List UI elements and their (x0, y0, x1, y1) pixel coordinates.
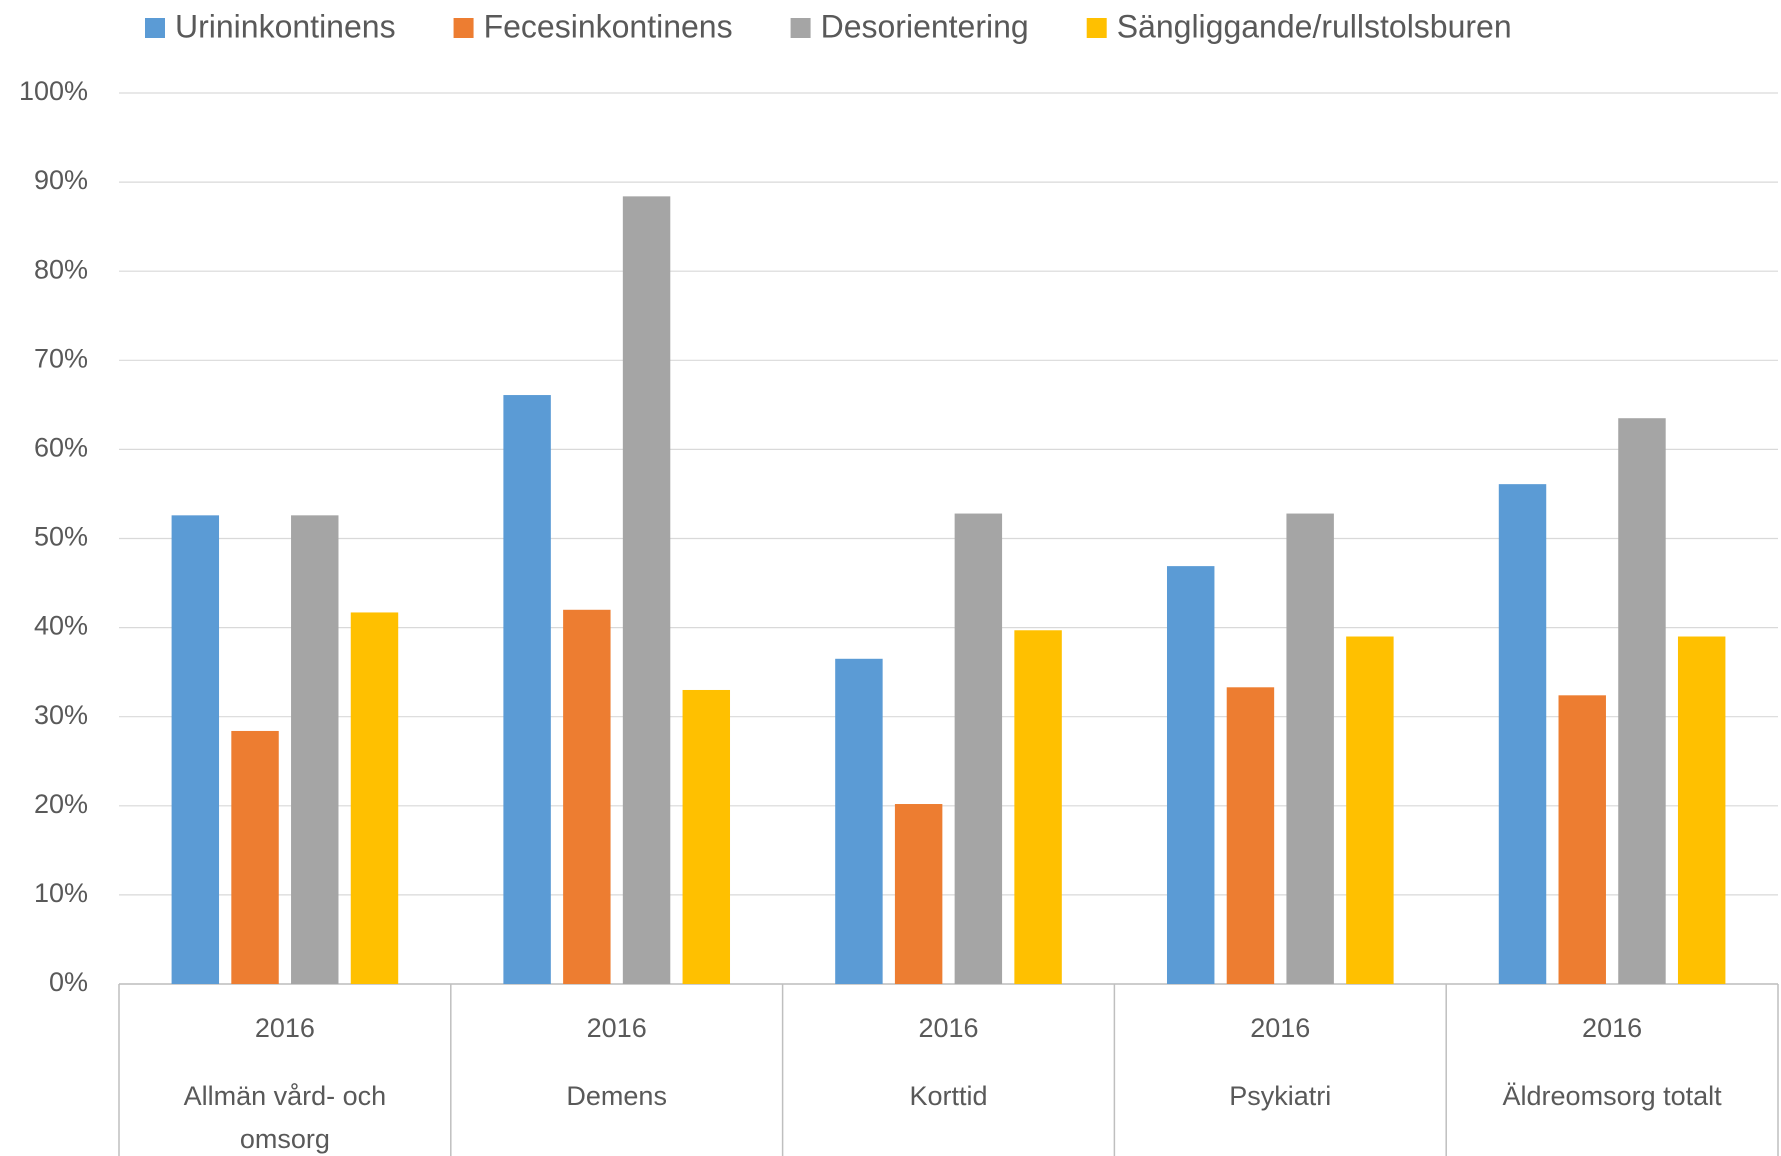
y-tick-label: 0% (49, 967, 88, 997)
bar (1286, 513, 1334, 984)
category-label-box: Allmän vård- och omsorg (183, 1081, 387, 1154)
bar (894, 804, 943, 984)
bar (835, 658, 883, 984)
legend-swatch (145, 18, 165, 38)
year-label: 2016 (587, 1013, 647, 1043)
bar (503, 395, 551, 984)
bar (622, 196, 671, 984)
legend-swatch (1086, 18, 1107, 38)
bar (291, 515, 339, 984)
bar (954, 513, 1003, 984)
year-label: 2016 (1582, 1013, 1642, 1043)
category-label-box: Korttid (909, 1081, 988, 1111)
y-tick-label: 60% (34, 433, 88, 463)
legend-label: Fecesinkontinens (484, 8, 733, 44)
legend-label: Urininkontinens (175, 8, 396, 44)
bar (231, 730, 279, 984)
bar (1226, 687, 1275, 984)
legend-label: Desorientering (821, 8, 1029, 44)
bar (1677, 636, 1726, 984)
category-label: Psykiatri (1229, 1081, 1332, 1111)
legend-swatch (790, 18, 811, 38)
y-tick-label: 10% (34, 878, 88, 908)
category-label: Allmän vård- och omsorg (183, 1081, 387, 1154)
bar (1014, 630, 1062, 984)
y-tick-label: 80% (34, 254, 88, 284)
year-label: 2016 (255, 1013, 315, 1043)
bar (1618, 418, 1666, 985)
y-tick-label: 30% (34, 700, 88, 730)
bar (1498, 484, 1547, 984)
y-tick-label: 20% (34, 789, 88, 819)
y-tick-label: 50% (34, 522, 88, 552)
category-label: Demens (566, 1081, 667, 1111)
y-tick-label: 90% (34, 165, 88, 195)
category-label: Äldreomsorg totalt (1502, 1081, 1722, 1111)
bar (1558, 695, 1606, 984)
y-tick-label: 70% (34, 343, 88, 373)
bar (1346, 636, 1394, 984)
category-label: Korttid (909, 1081, 988, 1111)
category-label-box: Demens (566, 1081, 667, 1111)
year-label: 2016 (918, 1013, 978, 1043)
bar (171, 515, 220, 984)
bar (350, 612, 399, 984)
category-label-box: Psykiatri (1229, 1081, 1332, 1111)
bar (682, 689, 731, 984)
bar (1166, 566, 1215, 984)
y-tick-label: 100% (19, 76, 88, 106)
y-tick-label: 40% (34, 611, 88, 641)
legend-label: Sängliggande/rullstolsburen (1117, 8, 1512, 44)
category-label-box: Äldreomsorg totalt (1502, 1081, 1722, 1111)
bar (563, 609, 611, 984)
legend-swatch (453, 18, 474, 38)
legend: Urininkontinens Fecesinkontinens Desorient… (145, 8, 1512, 44)
year-label: 2016 (1250, 1013, 1310, 1043)
